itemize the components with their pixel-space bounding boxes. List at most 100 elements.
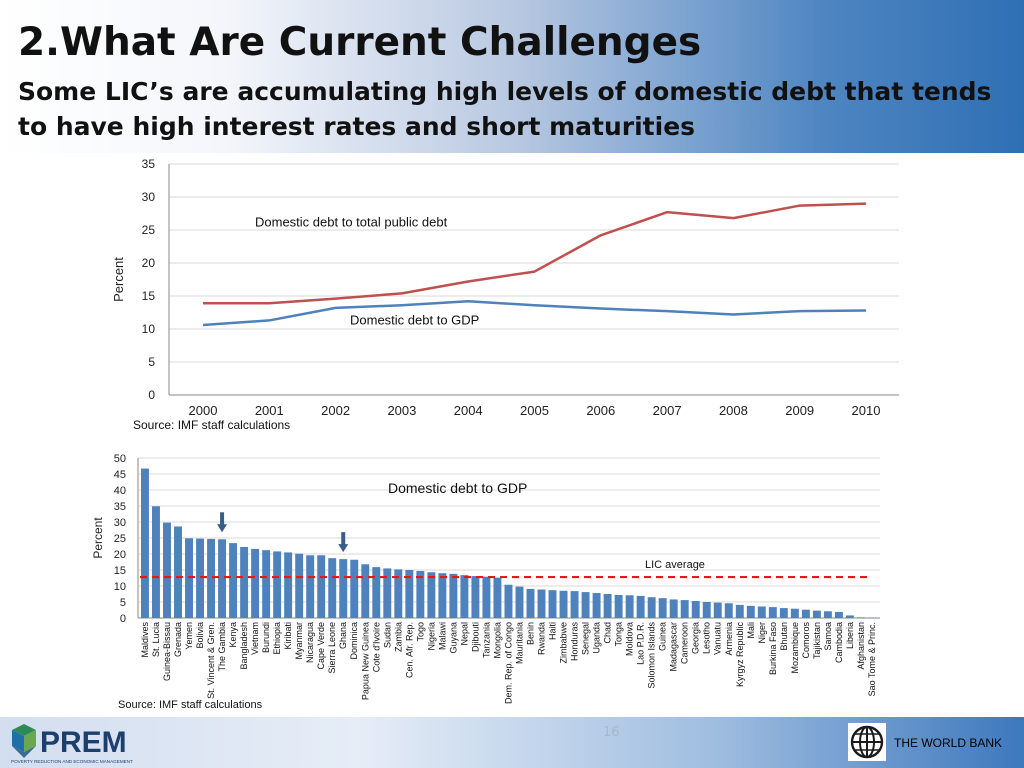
bar xyxy=(812,610,821,618)
x-tick-label: Solomon Islands xyxy=(647,622,657,689)
x-tick-label: 2009 xyxy=(785,403,814,418)
bar xyxy=(559,590,568,618)
x-tick-label: Georgia xyxy=(691,622,701,654)
x-tick-label: Guinea xyxy=(658,622,668,651)
x-tick-label: Mozambique xyxy=(790,622,800,674)
x-tick-label: Niger xyxy=(757,622,767,644)
x-tick-label: 2010 xyxy=(852,403,881,418)
bar xyxy=(735,604,744,618)
line-chart: 0 5 10 15 20 25 30 35 2000 2001 2002 2003 2004 2005 20… xyxy=(103,153,913,435)
bar xyxy=(504,584,513,618)
bar xyxy=(801,609,810,618)
x-tick-label: Mauritania xyxy=(514,622,524,664)
prem-tagline: POVERTY REDUCTION AND ECONOMIC MANAGEMEN… xyxy=(11,759,133,764)
bar xyxy=(581,592,590,618)
bar xyxy=(823,611,832,618)
x-tick-label: Sierra Leone xyxy=(327,622,337,674)
x-tick-label: Cameroon xyxy=(680,622,690,664)
bar xyxy=(482,576,491,618)
arrow-head xyxy=(217,524,228,533)
bar xyxy=(867,617,876,619)
y-tick-label: 40 xyxy=(114,485,126,497)
x-tick-label: 2007 xyxy=(653,403,682,418)
x-tick-label: 2005 xyxy=(520,403,549,418)
series-label-domestic-debt-to-gdp: Domestic debt to GDP xyxy=(350,312,479,327)
y-tick-label: 15 xyxy=(114,565,126,577)
x-tick-label: Burundi xyxy=(261,622,271,653)
bar xyxy=(471,576,480,618)
x-tick-label: Malawi xyxy=(437,622,447,650)
x-tick-label: Tonga xyxy=(614,622,624,647)
bar xyxy=(394,569,403,618)
x-tick-label: Cen. Afr. Rep. xyxy=(404,622,414,678)
x-tick-label: Dominica xyxy=(349,622,359,660)
bar xyxy=(768,607,777,618)
x-tick-label: Cambodia xyxy=(834,622,844,663)
y-tick-label: 30 xyxy=(114,517,126,529)
y-tick-label: 10 xyxy=(142,322,156,336)
x-tick-label: Chad xyxy=(603,622,613,644)
bar xyxy=(592,593,601,618)
x-tick-label: 2008 xyxy=(719,403,748,418)
lic-average-label: LIC average xyxy=(645,559,705,571)
bar xyxy=(680,600,689,618)
bar xyxy=(691,601,700,618)
bar xyxy=(636,595,645,618)
chart-title: Domestic debt to GDP xyxy=(388,480,527,496)
x-tick-label: St. Vincent & Gren. xyxy=(206,622,216,699)
bar xyxy=(416,570,425,618)
bar xyxy=(207,538,216,618)
y-tick-label: 50 xyxy=(114,453,126,465)
y-tick-label: 15 xyxy=(142,289,156,303)
x-tick-label: Nepal xyxy=(459,622,469,646)
bar xyxy=(218,539,227,618)
x-tick-label: Zimbabwe xyxy=(559,622,569,664)
bar xyxy=(262,550,271,618)
bar xyxy=(273,551,282,618)
x-tick-label: Liberia xyxy=(845,622,855,649)
y-tick-label: 45 xyxy=(114,469,126,481)
bar xyxy=(757,606,766,618)
x-tick-label: Bangladesh xyxy=(239,622,249,670)
x-tick-label: Vietnam xyxy=(250,622,260,655)
bar xyxy=(713,602,722,618)
slide-title: 2.What Are Current Challenges xyxy=(18,20,702,65)
bar xyxy=(625,595,634,618)
x-tick-label: Armenia xyxy=(724,622,734,656)
y-tick-label: 0 xyxy=(120,613,126,625)
y-tick-label: 30 xyxy=(142,190,156,204)
y-tick-label: 10 xyxy=(114,581,126,593)
world-bank-label: THE WORLD BANK xyxy=(894,736,1003,750)
bar xyxy=(361,564,370,618)
bar xyxy=(163,522,171,618)
bar xyxy=(383,568,392,618)
bar xyxy=(658,598,667,618)
bar xyxy=(372,567,381,618)
x-tick-label: 2000 xyxy=(189,403,218,418)
x-tick-label: Ethiopia xyxy=(272,622,282,655)
x-tick-label: Bolivia xyxy=(195,622,205,649)
prem-logo: PREM POVERTY REDUCTION AND ECONOMIC MANA… xyxy=(11,724,133,764)
x-tick-label: Guinea-Bissau xyxy=(162,622,172,681)
x-tick-label: Guyana xyxy=(448,622,458,654)
arrow-shaft xyxy=(341,532,346,547)
x-tick-label: Samoa xyxy=(823,622,833,651)
x-tick-label: Cote d'Ivoire xyxy=(371,622,381,672)
x-tick-label: Sao Tome & Princ. xyxy=(867,622,877,696)
bar xyxy=(185,538,193,618)
x-tick-label: Madagascar xyxy=(669,622,679,672)
x-tick-label: Nicaragua xyxy=(305,622,315,663)
x-tick-label: St. Lucia xyxy=(151,622,161,657)
bar xyxy=(284,552,293,618)
page-number: 16 xyxy=(603,725,620,740)
x-tick-label: Vanuatu xyxy=(713,622,723,655)
slide-footer: PREM POVERTY REDUCTION AND ECONOMIC MANA… xyxy=(0,717,1024,768)
x-tick-label: Myanmar xyxy=(294,622,304,660)
x-tick-label: 2004 xyxy=(454,403,483,418)
x-tick-label: Sudan xyxy=(382,622,392,648)
bar xyxy=(614,594,623,618)
bar xyxy=(328,558,337,618)
x-tick-label: Bhutan xyxy=(779,622,789,651)
bar xyxy=(856,617,865,618)
x-tick-label: Yemen xyxy=(184,622,194,650)
